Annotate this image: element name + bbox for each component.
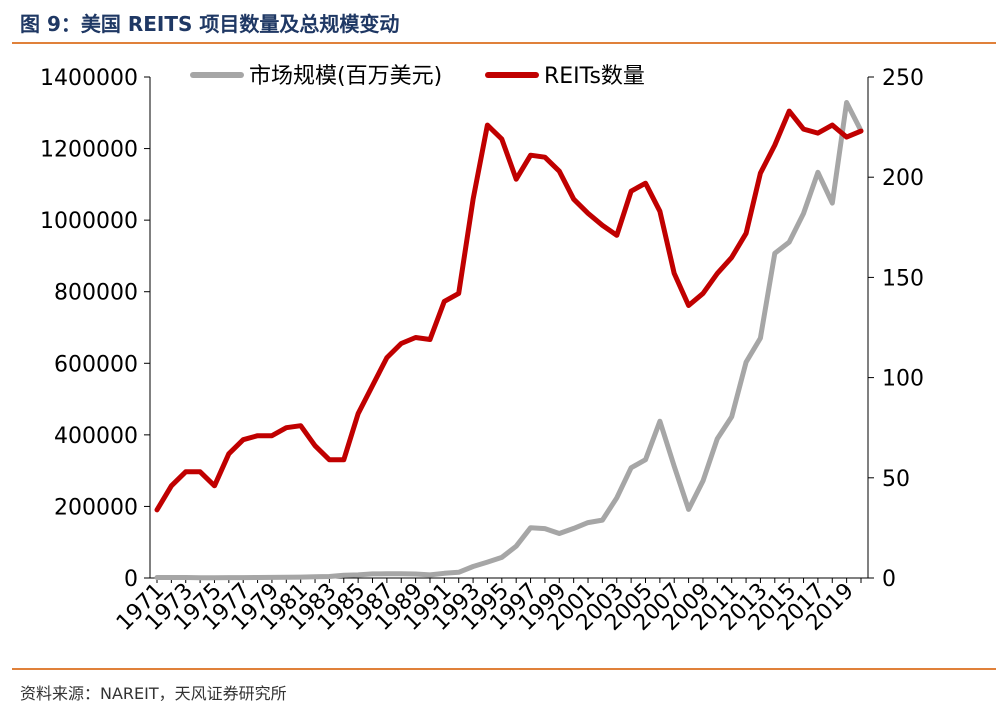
y-right-tick-label: 150 <box>882 266 924 291</box>
reits-count-line <box>154 108 864 513</box>
bottom-divider <box>12 668 996 670</box>
series-layer <box>154 100 864 581</box>
y-right-tick-label: 50 <box>882 467 910 492</box>
y-left-tick-label: 200000 <box>54 495 138 520</box>
legend-label: 市场规模(百万美元) <box>249 64 442 89</box>
y-right-tick-label: 0 <box>882 567 896 592</box>
legend: 市场规模(百万美元) REITs数量 <box>190 64 645 89</box>
y-left-tick-label: 1000000 <box>40 209 138 234</box>
y-right-tick-label: 100 <box>882 367 924 392</box>
y-right-tick-label: 200 <box>882 166 924 191</box>
y-right-tick-label: 250 <box>882 66 924 91</box>
legend-label: REITs数量 <box>544 64 645 89</box>
y-left-tick-label: 400000 <box>54 424 138 449</box>
y-left-tick-label: 600000 <box>54 352 138 377</box>
y-left-tick-label: 1200000 <box>40 138 138 163</box>
y-left-tick-label: 1400000 <box>40 66 138 91</box>
source-note: 资料来源：NAREIT，天风证券研究所 <box>20 684 287 703</box>
market-size-line <box>154 100 864 581</box>
top-divider <box>12 42 996 44</box>
y-left-tick-label: 800000 <box>54 281 138 306</box>
chart-caption: 图 9：美国 REITS 项目数量及总规模变动 <box>20 12 400 36</box>
y-left-tick-label: 0 <box>124 567 138 592</box>
